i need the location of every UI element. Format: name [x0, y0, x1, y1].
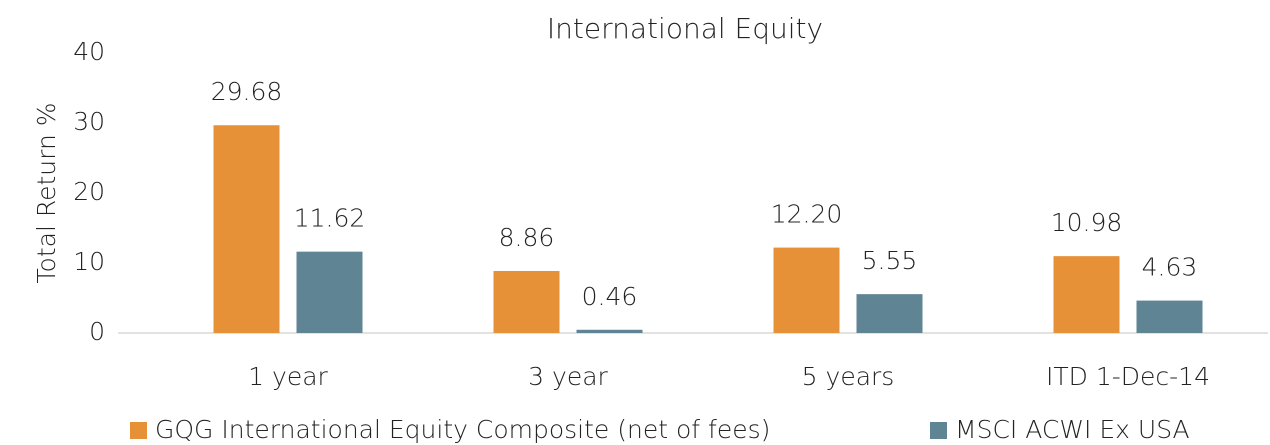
x-tick-label: ITD 1-Dec-14: [1046, 362, 1210, 391]
y-tick-label: 0: [89, 317, 105, 346]
legend-label: MSCI ACWI Ex USA: [955, 415, 1190, 444]
x-tick-label: 3 year: [528, 362, 608, 391]
bar: [1136, 300, 1203, 333]
value-label: 10.98: [1051, 208, 1123, 237]
bar: [856, 294, 923, 333]
y-tick-label: 30: [73, 107, 105, 136]
value-label: 8.86: [499, 223, 555, 252]
bar: [773, 247, 840, 333]
bar: [213, 125, 280, 334]
bar: [576, 329, 643, 333]
value-label: 4.63: [1142, 253, 1198, 282]
x-tick-label: 5 years: [802, 362, 895, 391]
value-label: 12.20: [771, 200, 843, 229]
chart-title: International Equity: [547, 12, 823, 45]
value-label: 11.62: [294, 204, 366, 233]
value-label: 29.68: [211, 77, 283, 106]
x-tick-label: 1 year: [248, 362, 328, 391]
value-label: 0.46: [582, 282, 638, 311]
legend-swatch: [130, 422, 147, 439]
bar: [296, 251, 363, 333]
bar: [1053, 256, 1120, 333]
value-label: 5.55: [862, 246, 918, 275]
y-tick-label: 10: [73, 247, 105, 276]
y-tick-label: 20: [73, 177, 105, 206]
legend-swatch: [930, 422, 947, 439]
y-tick-label: 40: [73, 37, 105, 66]
legend-label: GQG International Equity Composite (net …: [155, 415, 770, 444]
y-axis-label: Total Return %: [32, 103, 61, 284]
bar: [493, 270, 560, 333]
